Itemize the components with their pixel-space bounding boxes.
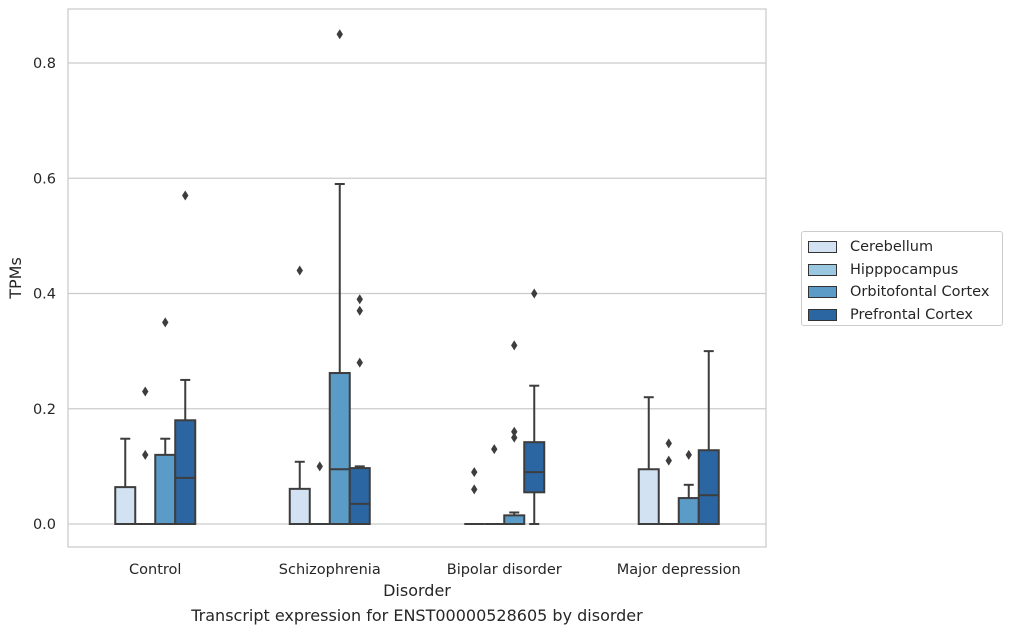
box [348,467,371,526]
box-group [288,265,311,526]
box [114,486,137,525]
outlier-point [471,484,478,495]
outlier-point [356,357,363,368]
box [154,453,177,526]
legend-item: Cerebellum [808,236,1002,259]
box-group [677,449,700,526]
outlier-point [685,449,692,460]
outlier-point [665,455,672,466]
x-tick-label: Major depression [617,562,741,578]
outlier-point [356,294,363,305]
x-tick-label: Schizophrenia [279,562,381,578]
legend-item: Hipppocampus [808,259,1002,282]
box [697,449,720,525]
legend-item: Prefrontal Cortex [808,304,1002,327]
legend-label: Cerebellum [850,239,934,256]
outlier-point [142,386,149,397]
box [503,514,526,526]
box-group [328,29,351,525]
outlier-point [511,340,518,351]
box-group [135,386,156,525]
y-tick-label: 0.8 [33,56,56,72]
box-group [114,437,137,525]
outlier-point [296,265,303,276]
y-tick-label: 0.6 [33,171,56,187]
legend-swatch [808,286,837,299]
box-group [637,396,660,526]
box-groups [114,29,720,526]
box [174,419,197,525]
outlier-point [511,432,518,443]
outlier-point [142,449,149,460]
legend-item: Orbitofontal Cortex [808,281,1002,304]
y-tick-label: 0.0 [33,517,56,533]
y-tick-label: 0.4 [33,287,56,303]
legend-swatch [808,241,837,254]
legend-label: Hipppocampus [850,261,959,278]
legend-swatch [808,308,837,321]
legend-swatch [808,263,837,276]
legend-label: Prefrontal Cortex [850,306,973,323]
box-group [309,461,330,525]
outlier-point [356,305,363,316]
x-tick-label: Bipolar disorder [447,562,562,578]
y-tick-label: 0.2 [33,402,56,418]
x-axis-label: Disorder [383,581,451,600]
plot-frame [67,8,767,548]
box-group [697,350,720,525]
legend-label: Orbitofontal Cortex [850,284,990,301]
box [288,487,311,526]
box [637,468,660,526]
box-group [348,294,371,526]
outlier-point [471,467,478,478]
y-axis-label: TPMs [6,257,25,300]
x-tick-label: Control [129,562,181,578]
outlier-point [316,461,323,472]
legend: Cerebellum Hipppocampus Orbitofontal Corte… [801,231,1003,326]
box-group [484,444,505,525]
box [677,497,700,526]
outlier-point [531,288,538,299]
outlier-point [665,438,672,449]
y-tick-labels: 0.0 0.2 0.4 0.6 0.8 [33,56,56,533]
outlier-point [162,317,169,328]
figure-caption: Transcript expression for ENST0000052860… [191,606,643,625]
box-group [154,317,177,526]
outlier-point [336,29,343,40]
box-group [464,467,485,525]
box [328,372,351,525]
outlier-point [182,190,189,201]
box-group [658,438,679,525]
x-tick-labels: Control Schizophrenia Bipolar disorder Majo… [129,562,741,578]
outlier-point [491,444,498,455]
box-group [523,288,546,525]
outlier-point [511,426,518,437]
box-group [503,340,526,526]
box [523,441,546,494]
box-group [174,190,197,525]
